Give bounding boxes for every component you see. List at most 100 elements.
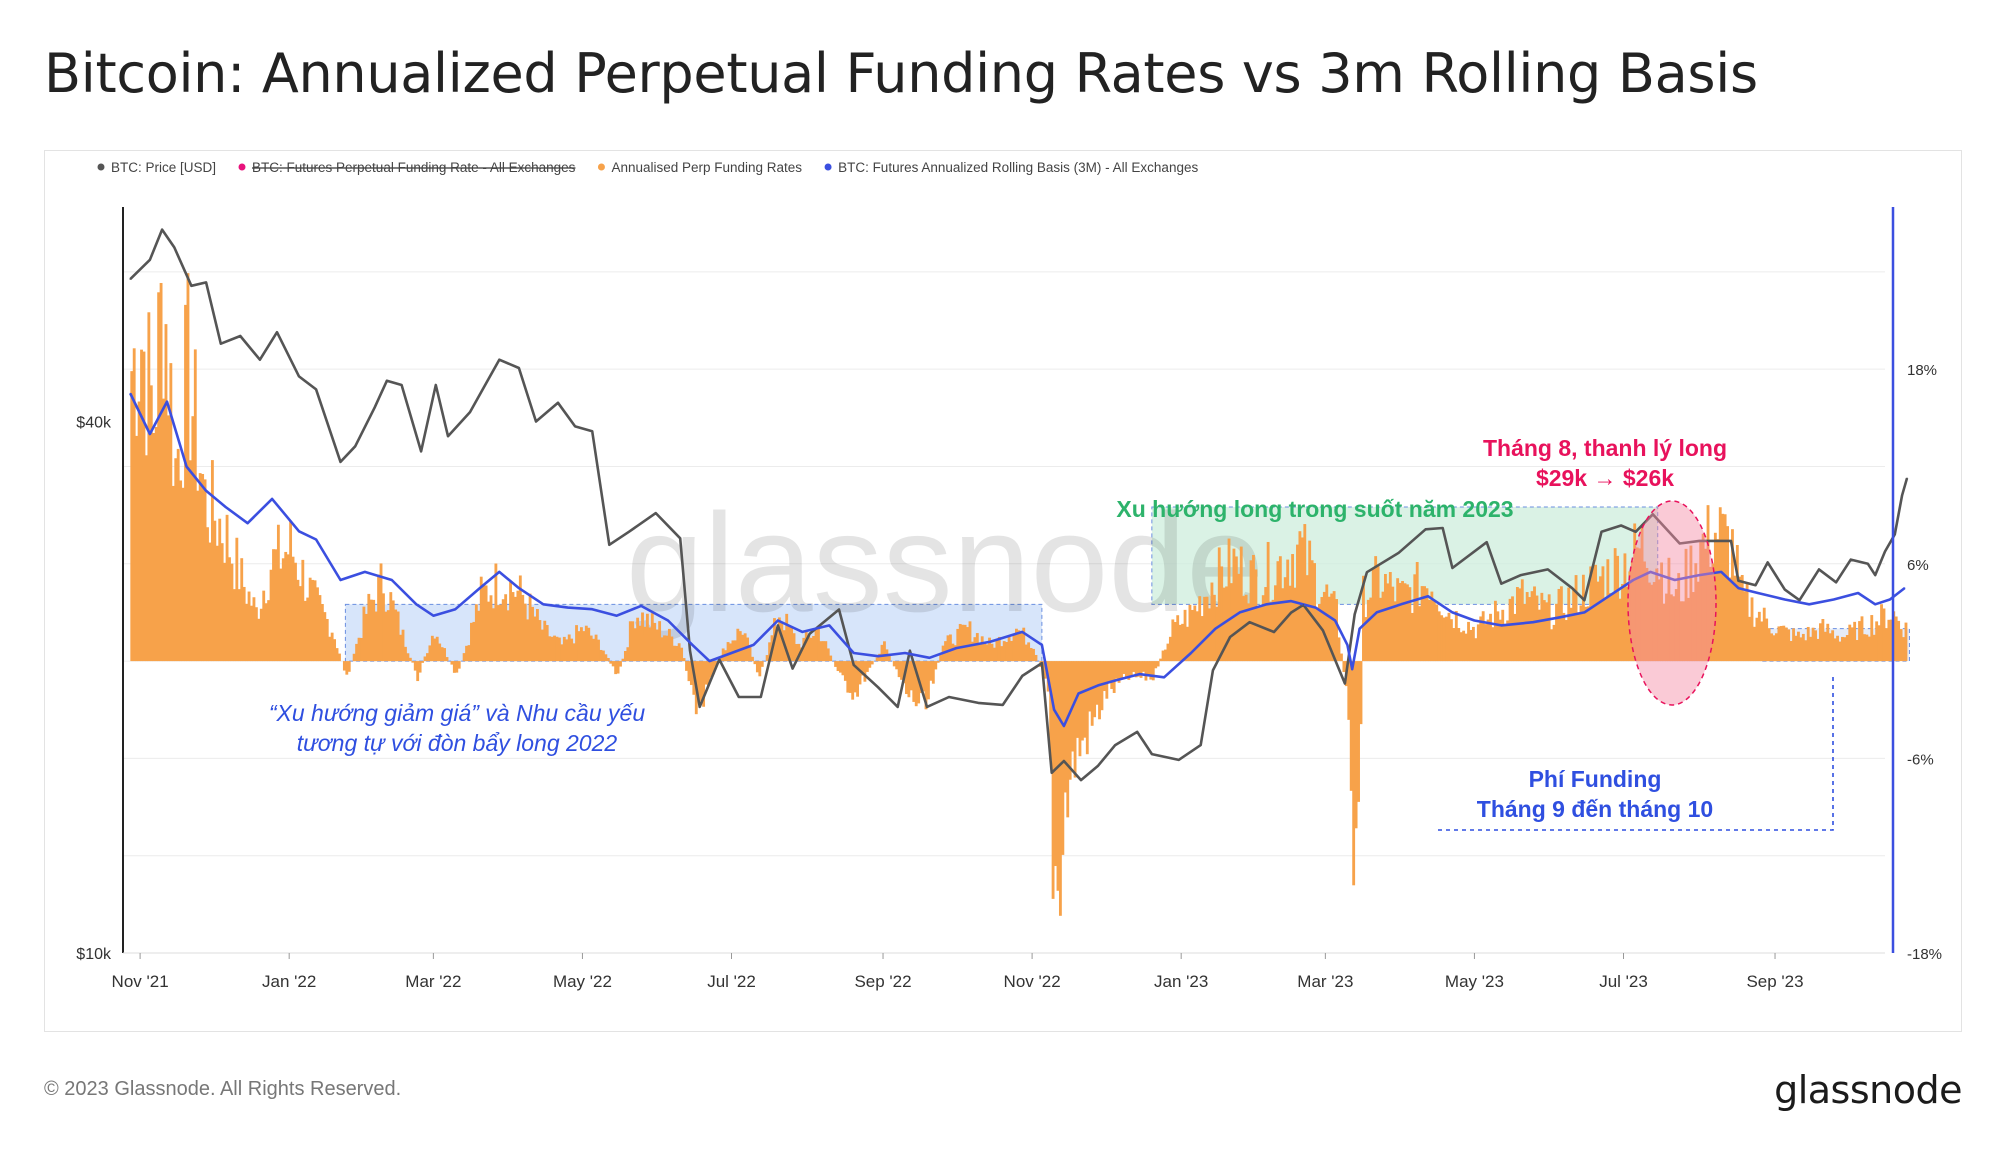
- basis-point: [828, 624, 831, 627]
- funding-bar-679: [1789, 640, 1793, 662]
- funding-bar-445: [1217, 547, 1221, 662]
- funding-bar-183: [577, 631, 581, 662]
- basis-point: [1583, 611, 1586, 614]
- funding-bar-211: [645, 613, 649, 662]
- price-point: [948, 696, 950, 698]
- funding-bar-707: [1858, 621, 1861, 662]
- funding-bar-215: [655, 629, 659, 662]
- price-point: [1571, 587, 1573, 589]
- x-tick-label: May '23: [1445, 972, 1504, 991]
- funding-bar-387: [1076, 661, 1079, 738]
- funding-bar-430: [1181, 623, 1185, 662]
- funding-bar-421: [1159, 658, 1163, 662]
- funding-bar-69: [298, 586, 302, 662]
- funding-bar-559: [1496, 611, 1500, 662]
- funding-bar-175: [558, 637, 561, 662]
- funding-bar-608: [1616, 555, 1620, 662]
- price-point: [1151, 753, 1153, 755]
- price-point: [298, 375, 300, 378]
- price-point: [1041, 662, 1043, 664]
- funding-bar-444: [1215, 606, 1219, 662]
- funding-bar-193: [601, 650, 605, 662]
- funding-bar-677: [1784, 627, 1788, 662]
- funding-bar-715: [1877, 625, 1881, 662]
- funding-bar-70: [301, 559, 305, 662]
- funding-bar-612: [1625, 586, 1629, 662]
- funding-bar-221: [670, 636, 674, 662]
- y-right-tick-label: 18%: [1907, 362, 1937, 379]
- funding-bar-302: [868, 661, 872, 668]
- funding-bar-272: [795, 643, 798, 662]
- funding-bar-578: [1542, 600, 1546, 662]
- funding-bar-109: [396, 611, 400, 662]
- funding-bar-167: [538, 620, 542, 662]
- funding-bar-43: [235, 537, 239, 662]
- funding-bar-36: [218, 518, 222, 662]
- basis-point: [246, 522, 249, 525]
- funding-bar-346: [975, 633, 979, 662]
- funding-bar-537: [1442, 617, 1446, 662]
- funding-bar-667: [1760, 621, 1764, 662]
- funding-bar-232: [697, 661, 701, 702]
- x-tick-label: Sep '22: [854, 972, 911, 991]
- funding-bar-13: [162, 398, 165, 662]
- funding-bar-717: [1882, 608, 1886, 662]
- funding-bar-695: [1828, 633, 1832, 662]
- funding-bar-406: [1122, 661, 1126, 674]
- legend-item: Annualised Perp Funding Rates: [611, 160, 802, 175]
- price-point: [1344, 682, 1346, 685]
- funding-bar-7: [147, 312, 151, 662]
- funding-bar-136: [462, 653, 466, 662]
- funding-bar-20: [179, 480, 183, 662]
- funding-bar-268: [785, 613, 789, 662]
- price-point: [909, 649, 911, 652]
- funding-bar-57: [269, 569, 273, 662]
- funding-bar-410: [1132, 661, 1136, 672]
- series-lines: [129, 228, 1909, 782]
- price-point: [386, 379, 388, 382]
- funding-bar-481: [1305, 575, 1309, 662]
- basis-point: [1720, 571, 1723, 573]
- price-point: [1397, 552, 1400, 554]
- funding-bar-66: [291, 556, 295, 662]
- funding-bar-551: [1476, 624, 1480, 662]
- funding-bar-457: [1247, 603, 1251, 662]
- price-point: [1893, 533, 1896, 536]
- funding-bar-4: [140, 349, 143, 662]
- funding-bar-45: [240, 558, 244, 662]
- funding-bar-12: [159, 282, 163, 662]
- x-tick-label: May '22: [553, 972, 612, 991]
- funding-bar-618: [1640, 526, 1644, 662]
- funding-bar-261: [768, 642, 772, 662]
- funding-bar-191: [597, 639, 600, 662]
- basis-point: [1737, 587, 1740, 589]
- funding-bar-621: [1647, 582, 1651, 662]
- funding-bar-151: [499, 604, 503, 662]
- funding-bar-507: [1369, 597, 1373, 662]
- funding-bar-68: [296, 579, 300, 662]
- funding-bar-498: [1347, 661, 1351, 720]
- funding-bar-700: [1841, 636, 1844, 662]
- funding-bar-464: [1264, 587, 1268, 662]
- funding-bar-280: [814, 629, 818, 662]
- funding-bar-386: [1073, 661, 1077, 778]
- funding-bar-572: [1528, 597, 1532, 662]
- funding-bar-692: [1821, 619, 1825, 662]
- funding-bar-234: [702, 661, 706, 707]
- funding-bar-702: [1845, 635, 1849, 662]
- funding-bar-570: [1523, 604, 1527, 662]
- funding-bar-124: [433, 638, 437, 662]
- funding-bar-34: [213, 520, 217, 662]
- basis-point: [1021, 631, 1024, 633]
- funding-bar-414: [1142, 661, 1145, 672]
- price-point: [718, 658, 721, 661]
- price-point: [791, 667, 794, 670]
- funding-bar-100: [374, 611, 378, 662]
- funding-bar-140: [472, 621, 476, 662]
- price-point: [1849, 558, 1852, 561]
- funding-bar-607: [1613, 548, 1617, 662]
- funding-bar-659: [1740, 574, 1744, 662]
- funding-bar-21: [181, 487, 185, 662]
- funding-bar-547: [1467, 621, 1470, 662]
- funding-bar-89: [347, 661, 351, 672]
